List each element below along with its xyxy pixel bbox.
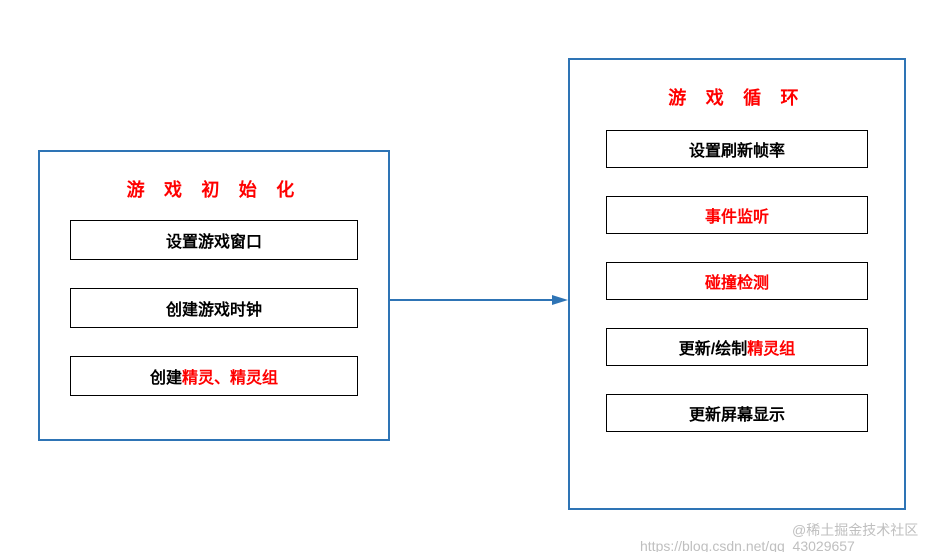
arrow-init-to-loop	[0, 0, 937, 552]
watermark-1: https://blog.csdn.net/qq_43029657	[640, 538, 855, 552]
watermark-0: @稀土掘金技术社区	[792, 520, 918, 540]
